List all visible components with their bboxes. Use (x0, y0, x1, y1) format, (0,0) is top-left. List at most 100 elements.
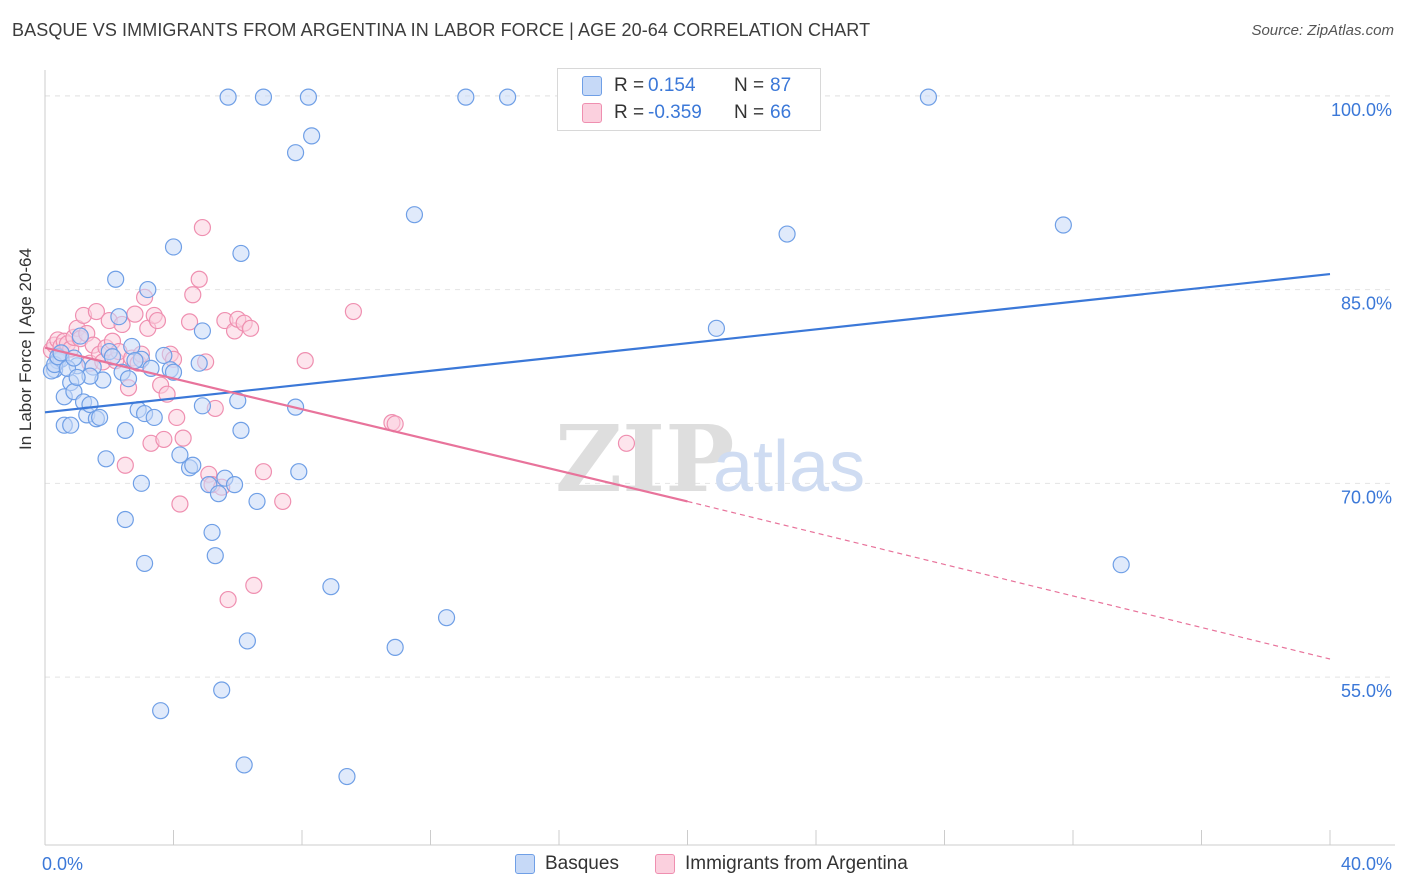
y-tick-label: 85.0% (1341, 294, 1392, 314)
legend-n-label: N = (734, 102, 765, 123)
data-point (248, 492, 266, 511)
bottom-legend-basques: Basques (515, 852, 635, 876)
data-point (193, 322, 212, 340)
data-point (232, 421, 250, 439)
legend-swatch-basques (582, 76, 602, 96)
data-point (184, 286, 202, 304)
bottom-legend-label: Basques (545, 853, 619, 874)
data-point (135, 554, 154, 573)
data-point (296, 352, 314, 370)
data-point (193, 218, 212, 237)
data-point (116, 456, 134, 474)
legend-r-label: R = (614, 102, 645, 123)
data-point (110, 308, 128, 326)
data-point (242, 319, 260, 337)
data-point (132, 474, 150, 492)
data-point (119, 370, 138, 388)
data-point (97, 450, 115, 468)
y-tick-label: 55.0% (1341, 681, 1392, 701)
data-point (338, 767, 356, 786)
data-point (1112, 556, 1130, 574)
legend-row-argentina: R = -0.359 N = 66 (582, 101, 822, 125)
legend-n-value: 87 (770, 75, 792, 96)
data-point (232, 244, 250, 263)
data-point (238, 632, 256, 650)
data-point (344, 302, 362, 321)
data-point (190, 354, 208, 372)
data-point (405, 206, 424, 224)
data-point (235, 756, 253, 774)
x-tick-label: 40.0% (1341, 854, 1392, 874)
data-point (225, 476, 244, 494)
chart-source: Source: ZipAtlas.com (1251, 22, 1394, 39)
data-point (139, 280, 157, 299)
bottom-legend-argentina: Immigrants from Argentina (655, 852, 935, 876)
data-point (1054, 216, 1072, 234)
legend-r-value: -0.359 (648, 102, 702, 123)
watermark-zip: ZIP (555, 405, 734, 513)
x-tick-label: 0.0% (42, 854, 83, 874)
data-point (919, 88, 938, 106)
data-point (174, 429, 192, 447)
data-point (168, 408, 186, 427)
data-point (116, 421, 134, 439)
data-point (91, 408, 109, 427)
stats-legend: R = 0.154 N = 87 R = -0.359 N = 66 (557, 68, 821, 131)
data-point (707, 319, 726, 337)
legend-swatch-argentina (582, 103, 602, 123)
watermark: ZIP atlas (555, 405, 865, 513)
x-tick-labels: 0.0% 40.0% (42, 854, 1392, 874)
data-point (617, 434, 636, 452)
legend-row-basques: R = 0.154 N = 87 (582, 74, 822, 98)
data-point (203, 523, 221, 542)
legend-r-label: R = (614, 75, 645, 96)
trend-line (44, 346, 688, 503)
data-point (180, 313, 199, 331)
bottom-legend-label: Immigrants from Argentina (685, 853, 908, 874)
data-point (274, 492, 292, 511)
data-point (286, 144, 305, 162)
data-point (164, 363, 183, 381)
data-point (322, 578, 340, 596)
data-point (219, 590, 237, 609)
data-point (71, 327, 89, 345)
data-point (209, 485, 228, 503)
data-point (62, 416, 80, 434)
data-point (193, 397, 212, 415)
data-point (386, 638, 404, 656)
data-point (155, 430, 173, 449)
y-tick-label: 100.0% (1331, 100, 1392, 120)
bottom-legend-swatch-argentina (655, 854, 675, 874)
data-point (206, 547, 224, 565)
data-point (190, 270, 208, 288)
data-point (778, 225, 796, 243)
data-point (299, 88, 318, 106)
data-point (126, 352, 144, 370)
axes (44, 70, 1395, 846)
data-point (171, 495, 189, 513)
data-point (184, 456, 202, 474)
data-point (68, 368, 86, 387)
data-point (254, 88, 273, 106)
data-point (116, 510, 134, 529)
data-point (126, 305, 144, 323)
data-point (155, 346, 173, 365)
y-tick-labels: 55.0% 70.0% 85.0% 100.0% (1331, 100, 1392, 701)
data-point (213, 681, 231, 699)
trend-lines (44, 272, 1331, 660)
data-point (148, 311, 167, 330)
y-tick-label: 70.0% (1341, 487, 1392, 507)
data-point (457, 88, 475, 106)
data-point (87, 302, 106, 321)
data-point (499, 88, 517, 106)
data-point (254, 463, 273, 481)
trend-line-extrapolated (687, 500, 1331, 660)
legend-r-value: 0.154 (648, 75, 696, 96)
data-point (437, 609, 456, 627)
data-point (152, 702, 170, 720)
data-point (145, 408, 163, 427)
data-point (171, 446, 189, 464)
data-point (107, 270, 125, 288)
legend-n-label: N = (734, 75, 765, 96)
